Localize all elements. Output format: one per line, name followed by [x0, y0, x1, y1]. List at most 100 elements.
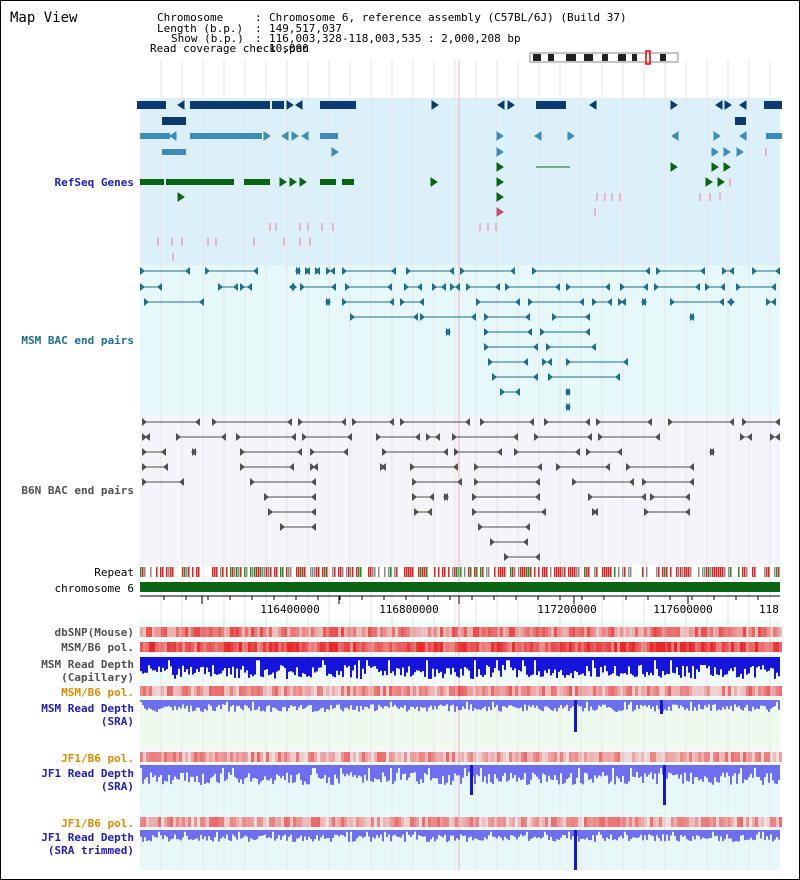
polymorphism-cell: [683, 627, 686, 637]
track-label-jf1-depth-sra-line1[interactable]: JF1 Read Depth: [41, 767, 134, 780]
track-label-jf1-b6-pol-2[interactable]: JF1/B6 pol.: [61, 817, 134, 830]
depth-bar: [456, 657, 458, 677]
bac-end-icon: [523, 538, 528, 546]
polymorphism-cell: [392, 817, 395, 827]
polymorphism-cell: [356, 642, 359, 652]
track-label-msm-depth-sra-line2[interactable]: (SRA): [100, 715, 134, 728]
polymorphism-cell: [527, 686, 530, 696]
depth-bar: [186, 765, 188, 773]
repeat-mark: [664, 567, 666, 577]
repeat-mark: [570, 567, 572, 577]
depth-bar: [186, 830, 188, 836]
polymorphism-cell: [758, 752, 761, 762]
bac-end-icon: [417, 283, 422, 291]
depth-bar: [314, 765, 316, 768]
track-label-jf1-b6-pol-1[interactable]: JF1/B6 pol.: [61, 752, 134, 765]
polymorphism-cell: [371, 752, 374, 762]
polymorphism-cell: [527, 642, 530, 652]
depth-bar: [536, 700, 538, 706]
bac-end-icon: [140, 267, 145, 275]
polymorphism-cell: [776, 642, 779, 652]
depth-bar: [254, 700, 256, 711]
gene-arrow-icon: [496, 207, 504, 217]
polymorphism-cell: [599, 752, 602, 762]
depth-bar: [694, 765, 696, 778]
depth-bar: [384, 765, 386, 777]
depth-bar: [368, 830, 370, 837]
track-label-msm-bac[interactable]: MSM BAC end pairs: [21, 334, 134, 347]
depth-bar: [222, 765, 224, 768]
repeat-mark: [348, 567, 350, 577]
polymorphism-cell: [413, 752, 416, 762]
depth-bar: [214, 700, 216, 712]
depth-bar: [734, 657, 736, 667]
track-label-msm-b6-pol-1[interactable]: MSM/B6 pol.: [61, 641, 134, 654]
repeat-mark: [728, 567, 730, 577]
depth-bar: [558, 657, 560, 672]
track-label-refseq-genes[interactable]: RefSeq Genes: [54, 176, 134, 189]
track-label-msm-depth-cap-line1[interactable]: MSM Read Depth: [41, 658, 134, 671]
polymorphism-cell: [635, 752, 638, 762]
gene-arrow-icon: [711, 162, 719, 172]
polymorphism-cell: [428, 817, 431, 827]
polymorphism-cell: [362, 642, 365, 652]
depth-bar: [416, 700, 418, 707]
depth-bar: [296, 830, 298, 839]
depth-bar: [292, 830, 294, 842]
polymorphism-cell: [407, 752, 410, 762]
track-label-dbsnp[interactable]: dbSNP(Mouse): [54, 626, 134, 639]
polymorphism-cell: [197, 686, 200, 696]
depth-bar: [314, 830, 316, 840]
depth-bar: [208, 657, 210, 673]
depth-bar: [386, 700, 388, 707]
track-label-msm-depth-sra-line1[interactable]: MSM Read Depth: [41, 702, 134, 715]
polymorphism-cell: [149, 686, 152, 696]
polymorphism-cell: [515, 642, 518, 652]
track-label-jf1-depth-trim-line1[interactable]: JF1 Read Depth: [41, 831, 134, 844]
depth-bar: [394, 765, 396, 782]
depth-bar: [652, 830, 654, 837]
depth-bar: [314, 700, 316, 712]
depth-bar: [402, 657, 404, 668]
polymorphism-cell: [536, 642, 539, 652]
polymorphism-cell: [716, 627, 719, 637]
track-label-b6n-bac[interactable]: B6N BAC end pairs: [21, 484, 134, 497]
depth-bar: [718, 765, 720, 783]
depth-bar: [490, 830, 492, 832]
depth-bar: [386, 830, 388, 838]
depth-bar: [708, 700, 710, 705]
polymorphism-cell: [482, 642, 485, 652]
depth-bar: [460, 830, 462, 835]
polymorphism-cell: [647, 642, 650, 652]
polymorphism-cell: [170, 642, 173, 652]
depth-bar: [700, 830, 702, 840]
gene-arrow-icon: [301, 131, 309, 141]
depth-bar: [248, 830, 250, 842]
depth-bar: [560, 657, 562, 670]
depth-bar: [142, 765, 144, 784]
repeat-mark: [568, 567, 570, 577]
bac-end-icon: [453, 463, 458, 471]
depth-bar: [404, 700, 406, 706]
polymorphism-cell: [287, 752, 290, 762]
bac-end-icon: [250, 478, 255, 486]
track-label-msm-depth-cap-line2[interactable]: (Capillary): [61, 671, 134, 684]
depth-bar: [544, 657, 546, 671]
polymorphism-cell: [203, 817, 206, 827]
track-label-jf1-depth-trim-line2[interactable]: (SRA trimmed): [47, 844, 134, 857]
polymorphism-cell: [686, 627, 689, 637]
polymorphism-cell: [344, 752, 347, 762]
polymorphism-cell: [572, 752, 575, 762]
track-label-jf1-depth-sra-line2[interactable]: (SRA): [100, 780, 134, 793]
depth-bar: [248, 657, 250, 678]
depth-bar: [442, 700, 444, 706]
gene-arrow-icon: [534, 131, 542, 141]
polymorphism-cell: [236, 752, 239, 762]
depth-bar: [616, 765, 618, 777]
repeat-mark: [286, 567, 288, 577]
repeat-mark: [196, 567, 198, 577]
track-label-msm-b6-pol-2[interactable]: MSM/B6 pol.: [61, 686, 134, 699]
depth-bar: [312, 830, 314, 842]
polymorphism-cell: [311, 642, 314, 652]
